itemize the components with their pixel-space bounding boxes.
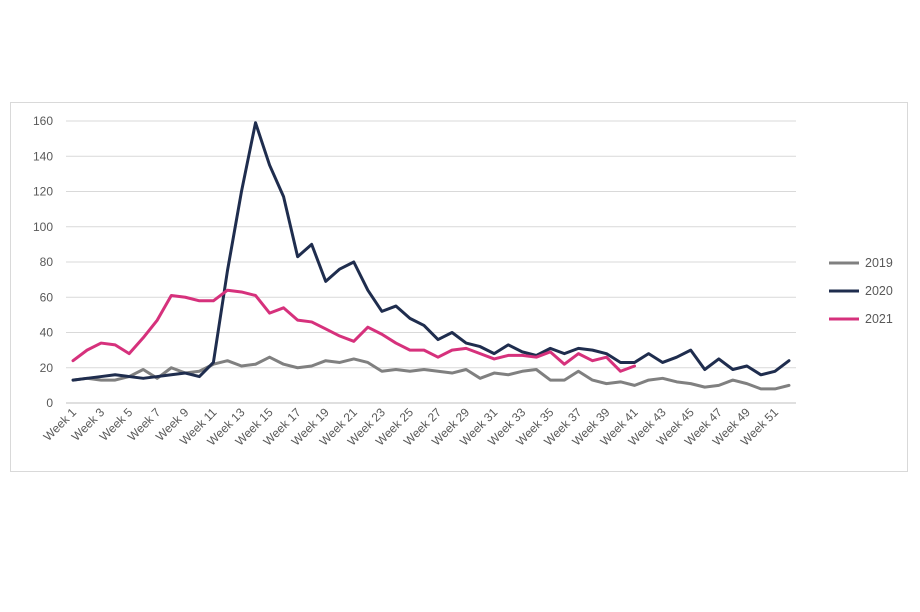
legend-label: 2020 [865,284,893,298]
legend-item-2021: 2021 [829,312,893,326]
y-tick-label: 20 [40,361,54,375]
y-tick-label: 0 [46,396,53,410]
legend-label: 2021 [865,312,893,326]
y-axis: 0 20 40 60 80 100 120 140 160 [33,114,53,410]
y-tick-label: 140 [33,149,53,163]
series-lines [71,121,791,391]
series-line-2020 [71,121,791,382]
legend-item-2019: 2019 [829,256,893,270]
y-tick-label: 120 [33,185,53,199]
gridlines [66,120,796,404]
y-tick-label: 80 [40,255,54,269]
y-tick-label: 100 [33,220,53,234]
legend-label: 2019 [865,256,893,270]
series-line-2019 [71,355,791,391]
y-tick-label: 160 [33,114,53,128]
legend-item-2020: 2020 [829,284,893,298]
series-line-2021 [71,288,637,373]
legend: 2019 2020 2021 [829,256,893,326]
chart-frame: 0 20 40 60 80 100 120 140 160 Week 1 Week 3 Week 5… [10,102,908,472]
y-tick-label: 60 [40,290,54,304]
y-tick-label: 40 [40,326,54,340]
